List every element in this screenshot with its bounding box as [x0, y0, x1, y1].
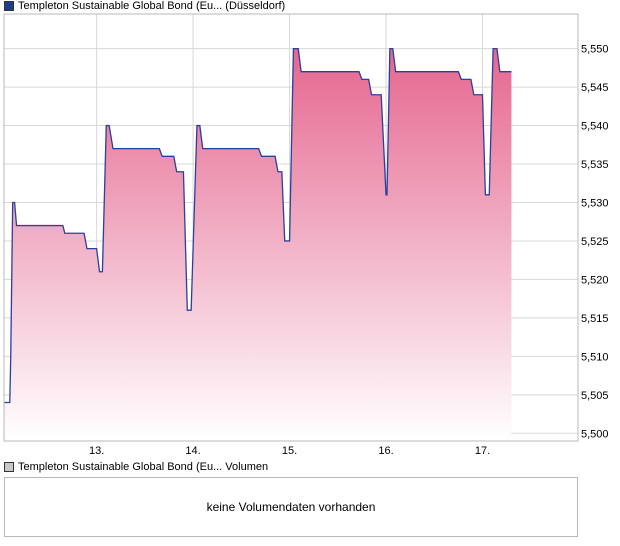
price-area-fill	[4, 48, 512, 442]
price-line	[4, 47, 512, 404]
y-tick-label: 5,540	[581, 121, 609, 133]
volume-legend-label: Templeton Sustainable Global Bond (Eu...…	[18, 461, 269, 473]
x-tick-label: 13.	[89, 445, 104, 457]
y-tick-label: 5,505	[581, 390, 609, 402]
y-tick-label: 5,550	[581, 44, 609, 56]
y-tick-label: 5,525	[581, 236, 609, 248]
y-tick-label: 5,500	[581, 428, 609, 440]
volume-legend-swatch	[4, 462, 14, 472]
x-tick-label: 17.	[475, 445, 490, 457]
y-axis: 5,500 5,505 5,510 5,515 5,520 5,525 5,530 5,535…	[581, 44, 609, 441]
y-tick-label: 5,535	[581, 159, 609, 171]
y-tick-label: 5,515	[581, 313, 609, 325]
price-series-line	[4, 47, 512, 404]
x-tick-label: 16.	[378, 445, 393, 457]
volume-panel: keine Volumendaten vorhanden	[4, 477, 578, 537]
price-legend: Templeton Sustainable Global Bond (Eu...…	[4, 0, 285, 12]
y-tick-label: 5,510	[581, 351, 609, 363]
price-chart: 5,500 5,505 5,510 5,515 5,520 5,525 5,530 5,535…	[3, 13, 609, 457]
y-tick-label: 5,545	[581, 82, 609, 94]
x-tick-label: 14.	[185, 445, 200, 457]
plot-frame	[3, 13, 579, 442]
price-legend-label: Templeton Sustainable Global Bond (Eu...…	[18, 0, 286, 12]
no-volume-message: keine Volumendaten vorhanden	[206, 500, 376, 514]
x-axis: 13. 14. 15. 16. 17.	[89, 445, 490, 457]
y-tick-label: 5,520	[581, 274, 609, 286]
price-area	[4, 48, 512, 442]
volume-legend: Templeton Sustainable Global Bond (Eu...…	[4, 461, 268, 473]
x-tick-label: 15.	[282, 445, 297, 457]
price-legend-swatch	[4, 1, 14, 11]
y-tick-label: 5,530	[581, 197, 609, 209]
